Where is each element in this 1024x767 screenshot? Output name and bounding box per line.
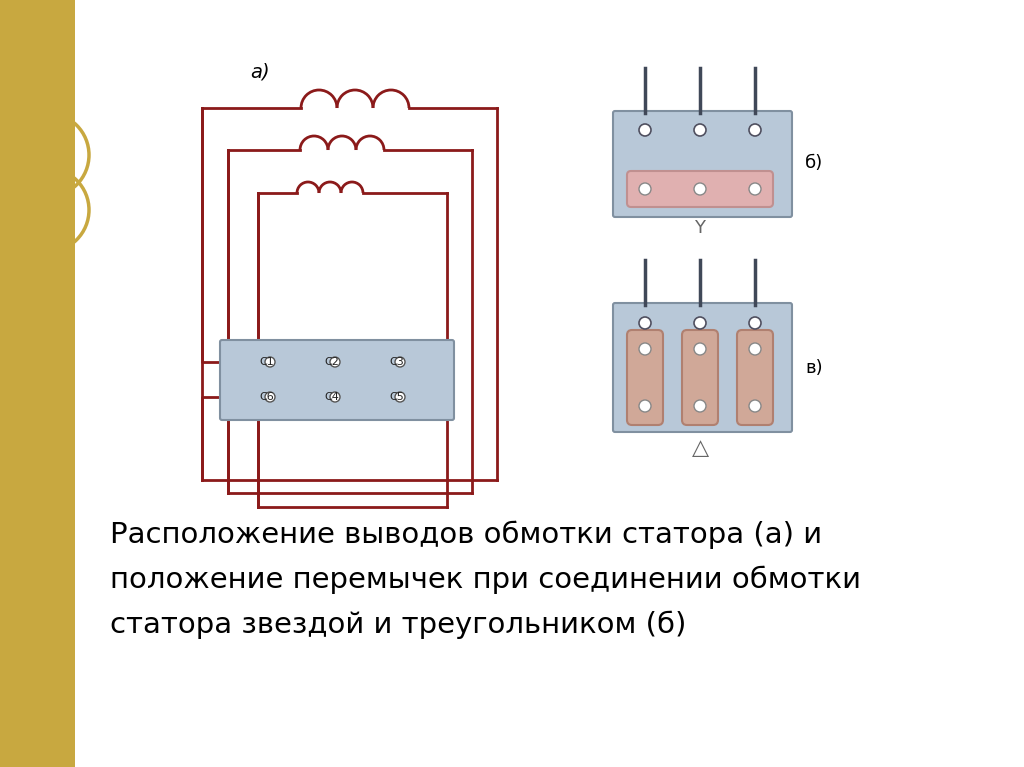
Circle shape — [749, 317, 761, 329]
Circle shape — [749, 343, 761, 355]
Circle shape — [694, 183, 706, 195]
Text: C4: C4 — [324, 392, 339, 402]
Circle shape — [694, 317, 706, 329]
Circle shape — [330, 357, 340, 367]
Circle shape — [694, 124, 706, 136]
Circle shape — [749, 183, 761, 195]
Circle shape — [694, 343, 706, 355]
Text: △: △ — [691, 438, 709, 458]
Circle shape — [639, 317, 651, 329]
FancyBboxPatch shape — [627, 330, 663, 425]
Text: C3: C3 — [389, 357, 403, 367]
Text: Y: Y — [694, 219, 706, 237]
Circle shape — [639, 400, 651, 412]
Text: a): a) — [250, 62, 269, 81]
Circle shape — [639, 183, 651, 195]
Circle shape — [694, 400, 706, 412]
FancyBboxPatch shape — [627, 171, 773, 207]
Text: C6: C6 — [259, 392, 273, 402]
FancyBboxPatch shape — [682, 330, 718, 425]
Circle shape — [749, 124, 761, 136]
Circle shape — [395, 357, 406, 367]
Polygon shape — [75, 0, 1024, 767]
Circle shape — [639, 124, 651, 136]
Polygon shape — [0, 0, 75, 767]
Text: Расположение выводов обмотки статора (а) и: Расположение выводов обмотки статора (а)… — [110, 521, 822, 549]
Circle shape — [639, 343, 651, 355]
Text: C1: C1 — [259, 357, 273, 367]
Text: C2: C2 — [324, 357, 339, 367]
Circle shape — [395, 392, 406, 402]
FancyBboxPatch shape — [737, 330, 773, 425]
Circle shape — [330, 392, 340, 402]
Text: C5: C5 — [389, 392, 403, 402]
Circle shape — [749, 400, 761, 412]
FancyBboxPatch shape — [613, 111, 792, 217]
Circle shape — [265, 357, 275, 367]
FancyBboxPatch shape — [613, 303, 792, 432]
Text: положение перемычек при соединении обмотки: положение перемычек при соединении обмот… — [110, 566, 861, 594]
Circle shape — [265, 392, 275, 402]
Text: б): б) — [805, 154, 823, 172]
Text: статора звездой и треугольником (б): статора звездой и треугольником (б) — [110, 611, 686, 639]
FancyBboxPatch shape — [220, 340, 454, 420]
Text: в): в) — [805, 359, 822, 377]
